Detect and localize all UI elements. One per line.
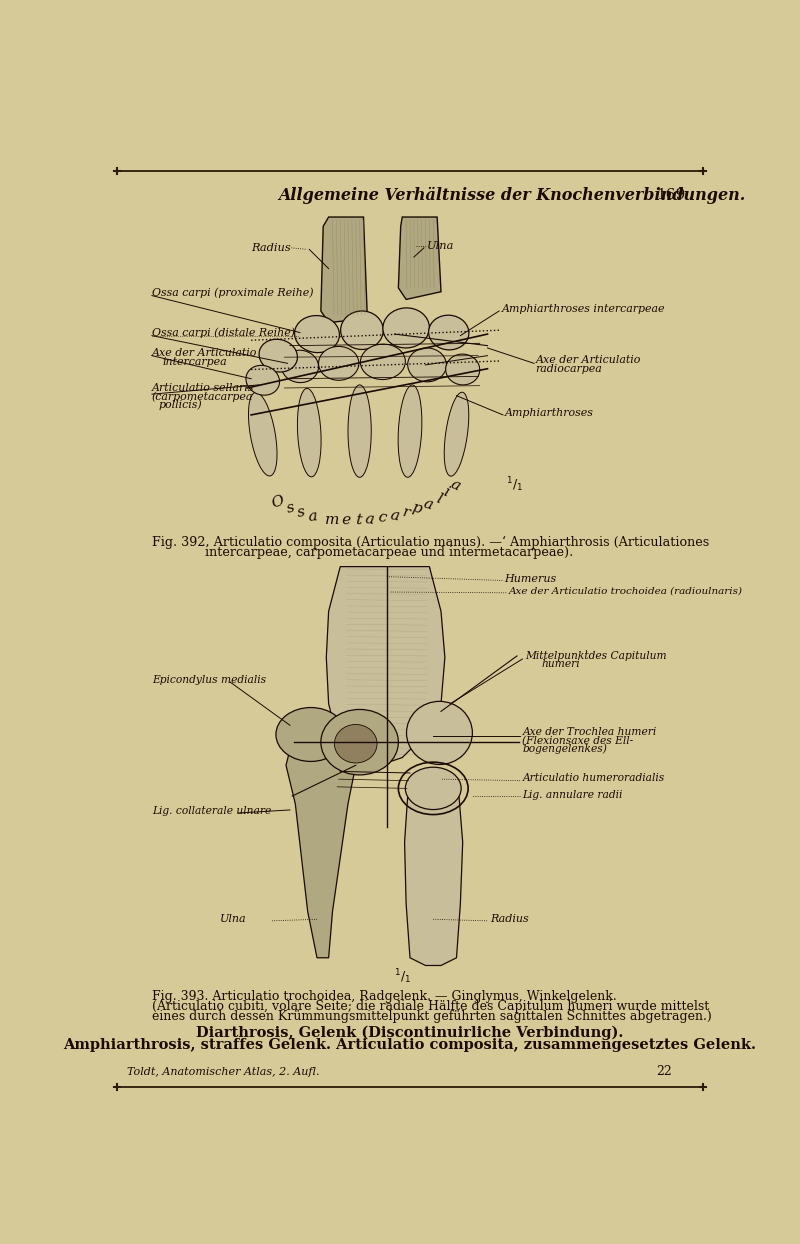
- Text: Axe der Articulatio trochoidea (radioulnaris): Axe der Articulatio trochoidea (radiouln…: [509, 587, 743, 596]
- Text: Amphiarthroses intercarpeae: Amphiarthroses intercarpeae: [502, 304, 665, 313]
- Text: Axe der Articulatio: Axe der Articulatio: [152, 348, 258, 358]
- Ellipse shape: [321, 709, 398, 775]
- Ellipse shape: [282, 351, 318, 383]
- Text: Ossa carpi (distale Reihe): Ossa carpi (distale Reihe): [152, 327, 295, 338]
- Text: Toldt, Anatomischer Atlas, 2. Aufl.: Toldt, Anatomischer Atlas, 2. Aufl.: [127, 1067, 320, 1077]
- Text: a: a: [365, 513, 375, 527]
- Ellipse shape: [259, 340, 298, 372]
- Ellipse shape: [334, 724, 377, 763]
- Text: bogengelenkes): bogengelenkes): [522, 744, 607, 754]
- Text: eines durch dessen Krümmungsmittelpunkt geführten sagittalen Schnittes abgetrage: eines durch dessen Krümmungsmittelpunkt …: [152, 1010, 712, 1023]
- Ellipse shape: [341, 311, 383, 350]
- Text: s: s: [285, 500, 296, 516]
- Text: Radius: Radius: [251, 243, 291, 253]
- Ellipse shape: [444, 392, 469, 476]
- Ellipse shape: [429, 315, 469, 350]
- Text: Mittelpunkṫdes Capitulum: Mittelpunkṫdes Capitulum: [525, 651, 666, 662]
- Polygon shape: [405, 785, 462, 965]
- Polygon shape: [286, 743, 356, 958]
- Text: Amphiarthroses: Amphiarthroses: [505, 408, 594, 418]
- Text: Lig. collaterale ulnare: Lig. collaterale ulnare: [152, 806, 271, 816]
- Text: Articulatio humeroradialis: Articulatio humeroradialis: [522, 774, 665, 784]
- Ellipse shape: [383, 309, 430, 348]
- Text: Humerus: Humerus: [505, 573, 557, 583]
- Ellipse shape: [246, 366, 279, 396]
- Text: a: a: [422, 496, 434, 513]
- Ellipse shape: [361, 345, 406, 379]
- Text: i: i: [442, 485, 451, 500]
- Ellipse shape: [298, 388, 321, 476]
- Ellipse shape: [294, 316, 339, 352]
- Text: Epicondylus medialis: Epicondylus medialis: [152, 674, 266, 684]
- Text: Amphiarthrosis, straffes Gelenk. Articulatio composita, zusammengesetztes Gelenk: Amphiarthrosis, straffes Gelenk. Articul…: [63, 1037, 757, 1051]
- Ellipse shape: [406, 702, 472, 765]
- Ellipse shape: [446, 355, 480, 384]
- Text: r: r: [401, 505, 411, 520]
- Text: m: m: [326, 513, 340, 526]
- Ellipse shape: [249, 392, 277, 476]
- Text: t: t: [354, 514, 362, 527]
- Text: Axe der Trochlea humeri: Axe der Trochlea humeri: [522, 728, 657, 738]
- Text: $^{1}/_{1}$: $^{1}/_{1}$: [394, 968, 411, 986]
- Text: a: a: [448, 478, 462, 494]
- Text: $^{1}/_{1}$: $^{1}/_{1}$: [506, 475, 523, 494]
- Text: Ulna: Ulna: [220, 914, 246, 924]
- Ellipse shape: [318, 346, 359, 381]
- Text: (Flexionsaxe des Ell-: (Flexionsaxe des Ell-: [522, 735, 634, 746]
- Text: p: p: [410, 501, 423, 516]
- Ellipse shape: [406, 768, 461, 810]
- Text: l: l: [434, 491, 443, 506]
- Text: Radius: Radius: [490, 914, 529, 924]
- Text: a: a: [389, 508, 400, 524]
- Polygon shape: [321, 216, 367, 322]
- Text: Ulna: Ulna: [427, 241, 454, 251]
- Ellipse shape: [408, 348, 446, 382]
- Text: intercarpeae, carpometacarpeae und intermetacarpeae).: intercarpeae, carpometacarpeae und inter…: [205, 546, 573, 560]
- Text: Fig. 393. Articulatio trochoidea, Radgelenk. — Ginglymus, Winkelgelenk.: Fig. 393. Articulatio trochoidea, Radgel…: [152, 990, 617, 1003]
- Text: Fig. 392. Articulatio composita (Articulatio manus). —‘ Amphiarthrosis (Articula: Fig. 392. Articulatio composita (Articul…: [152, 535, 709, 549]
- Bar: [344, 566, 430, 583]
- Text: e: e: [342, 514, 351, 527]
- Polygon shape: [398, 216, 441, 300]
- Text: O: O: [270, 493, 286, 510]
- Text: pollicis): pollicis): [158, 399, 202, 411]
- Text: Diarthrosis, Gelenk (Discontinuirliche Verbindung).: Diarthrosis, Gelenk (Discontinuirliche V…: [196, 1026, 624, 1040]
- Text: Ossa carpi (proximale Reihe): Ossa carpi (proximale Reihe): [152, 287, 314, 297]
- Text: humeri: humeri: [542, 659, 580, 669]
- Text: Allgemeine Verhältnisse der Knochenverbindungen.: Allgemeine Verhältnisse der Knochenverbi…: [278, 187, 746, 204]
- Text: Axe der Articulatio: Axe der Articulatio: [535, 356, 641, 366]
- Text: radiocarpea: radiocarpea: [535, 363, 602, 373]
- Text: s: s: [297, 505, 306, 520]
- Ellipse shape: [348, 384, 371, 478]
- Text: Articulatio sellaris: Articulatio sellaris: [152, 383, 254, 393]
- Text: 22: 22: [657, 1065, 672, 1079]
- Ellipse shape: [398, 384, 422, 478]
- Text: c: c: [377, 510, 387, 526]
- Text: intercarpea: intercarpea: [162, 357, 226, 367]
- Text: Lig. annulare radii: Lig. annulare radii: [522, 790, 622, 800]
- Polygon shape: [326, 566, 445, 765]
- Ellipse shape: [276, 708, 346, 761]
- Text: 169: 169: [657, 189, 686, 203]
- Text: (Articulatio cubiti, volare Seite; die radiale Hälfte des Capitulum humeri wurde: (Articulatio cubiti, volare Seite; die r…: [152, 1000, 709, 1013]
- Text: (carpometacarpea: (carpometacarpea: [152, 391, 254, 402]
- Text: a: a: [308, 509, 318, 524]
